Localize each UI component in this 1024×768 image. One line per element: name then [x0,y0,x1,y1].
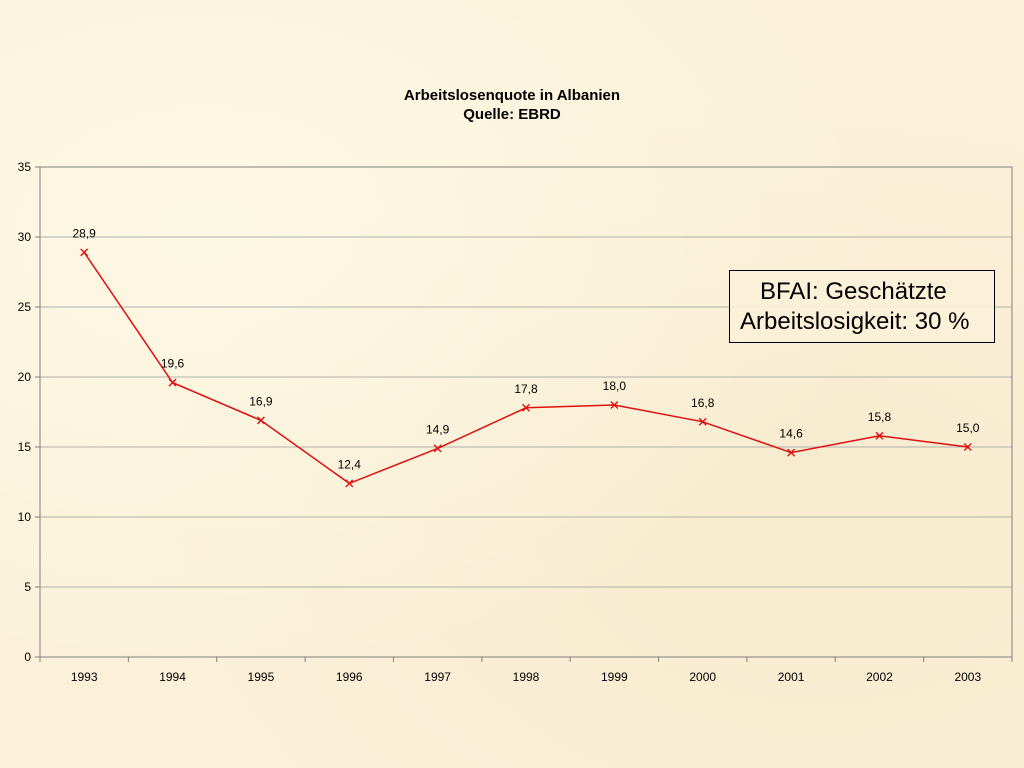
data-point-1998 [522,403,530,412]
x-tick-label-1996: 1996 [336,670,363,684]
data-label-1996: 12,4 [338,457,362,471]
data-point-2000 [698,417,707,426]
x-tick-label-2002: 2002 [866,670,893,684]
y-tick-label-25: 25 [18,300,32,314]
x-tick-label-1995: 1995 [248,670,275,684]
data-point-1994 [168,378,177,387]
data-point-1999 [610,401,619,409]
x-tick-label-1997: 1997 [424,670,451,684]
plot-area-border [39,166,1013,658]
data-point-1995 [256,416,265,425]
data-label-2001: 14,6 [779,427,803,441]
gridlines [40,236,1012,588]
chart-subtitle: Quelle: EBRD [463,106,561,123]
annotation-line-1: BFAI: Geschätzte [760,278,947,305]
data-point-1993 [80,248,89,257]
y-tick-labels: 0 5 10 15 20 25 30 35 [18,160,32,664]
data-label-2003: 15,0 [956,421,980,435]
x-tick-label-1993: 1993 [71,670,98,684]
data-label-1994: 19,6 [161,357,185,371]
data-labels: 28,9 19,6 16,9 12,4 14,9 17,8 18,0 16,8 14,6 15,8… [73,226,980,471]
data-label-1995: 16,9 [249,394,273,408]
data-point-2001 [787,448,796,457]
data-point-1996 [345,479,354,488]
x-tick-label-1998: 1998 [513,670,540,684]
x-tick-labels: 1993 1994 1995 1996 1997 1998 1999 2000 2001 2002… [71,670,982,684]
annotation-line-2: Arbeitslosigkeit: 30 % [740,308,970,335]
data-label-1998: 17,8 [514,382,538,396]
data-label-2002: 15,8 [868,410,892,424]
y-tick-label-10: 10 [18,510,32,524]
data-label-1997: 14,9 [426,422,450,436]
x-tick-label-2001: 2001 [778,670,805,684]
y-tick-label-20: 20 [18,370,32,384]
data-point-1997 [433,444,442,453]
x-tick-label-1999: 1999 [601,670,628,684]
chart-title-block: Arbeitslosenquote in Albanien Quelle: EB… [0,86,1024,124]
axes [35,166,1013,662]
annotation-box: BFAI: Geschätzte Arbeitslosigkeit: 30 % [729,270,995,343]
data-label-1999: 18,0 [603,379,627,393]
series-unemployment-rate [80,248,972,488]
data-label-1993: 28,9 [73,226,97,240]
y-tick-label-35: 35 [18,160,32,174]
data-point-2003 [963,443,972,451]
x-tick-label-2003: 2003 [954,670,981,684]
data-point-2002 [875,431,884,440]
y-tick-label-5: 5 [24,580,31,594]
x-tick-label-2000: 2000 [689,670,716,684]
y-tick-label-15: 15 [18,440,32,454]
y-tick-label-30: 30 [18,230,32,244]
x-tick-label-1994: 1994 [159,670,186,684]
chart-title: Arbeitslosenquote in Albanien [403,87,621,104]
data-label-2000: 16,8 [691,396,715,410]
y-tick-label-0: 0 [24,650,31,664]
